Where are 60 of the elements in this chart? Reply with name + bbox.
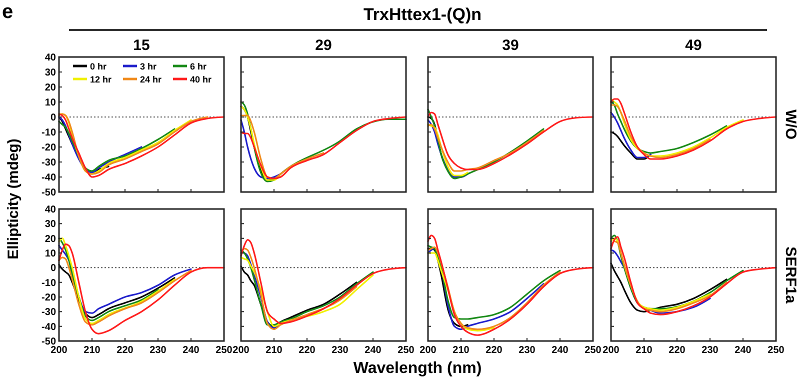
legend-label: 40 hr	[190, 74, 212, 84]
x-tick-label: 250	[216, 345, 233, 356]
y2-axis-title: W/O	[782, 110, 799, 140]
y-tick-label: 0	[50, 263, 56, 274]
x-tick-label: 200	[50, 345, 68, 356]
x-tick-label: 240	[552, 345, 569, 356]
x-tick-label: 200	[420, 345, 437, 356]
x-tick-label: 210	[266, 345, 283, 356]
x-tick-label: 230	[518, 345, 536, 356]
x-tick-label: 250	[398, 345, 415, 356]
x-tick-label: 220	[668, 345, 686, 356]
x-tick-label: 230	[702, 345, 719, 356]
chart-title: 15	[133, 37, 150, 54]
x-tick-label: 250	[584, 345, 602, 356]
text: Wavelength (nm)	[353, 360, 482, 377]
x-tick-label: 210	[452, 345, 470, 356]
text: e	[2, 1, 14, 23]
chart-title: 39	[502, 37, 519, 54]
y-tick-label: 20	[44, 234, 56, 245]
y-tick-label: -40	[42, 172, 56, 184]
x-tick-label: 230	[150, 345, 167, 356]
x-tick-label: 240	[364, 345, 382, 356]
legend-label: 0 hr	[90, 62, 108, 72]
text: Ellipticity (mdeg)	[5, 138, 22, 260]
y-tick-label: -30	[42, 307, 56, 318]
x-tick-label: 210	[636, 345, 653, 356]
y-tick-label: -20	[42, 142, 56, 154]
x-tick-label: 210	[84, 345, 101, 356]
text: TrxHttex1-(Q)n	[363, 5, 482, 24]
y-tick-label: 30	[44, 68, 56, 78]
x-tick-label: 240	[734, 345, 752, 356]
y-tick-label: -50	[42, 188, 56, 198]
x-tick-label: 200	[602, 345, 620, 356]
x-tick-label: 220	[298, 345, 316, 356]
x-tick-label: 200	[232, 345, 250, 356]
y-tick-label: -40	[42, 322, 56, 333]
legend-label: 3 hr	[140, 62, 158, 72]
chart-title: 29	[315, 37, 332, 54]
chart-title: 49	[685, 37, 702, 54]
y-tick-label: 30	[44, 219, 56, 230]
x-tick-label: 240	[182, 345, 200, 356]
legend-label: 24 hr	[140, 74, 162, 84]
y-tick-label: -10	[42, 278, 56, 289]
x-tick-label: 220	[486, 345, 503, 356]
y-tick-label: -30	[42, 158, 56, 168]
y-tick-label: 40	[44, 52, 56, 64]
legend-label: 6 hr	[190, 62, 208, 72]
y-tick-label: 0	[50, 112, 56, 124]
x-tick-label: 250	[768, 345, 785, 356]
y-tick-label: -20	[42, 292, 56, 304]
y-tick-label: -10	[42, 128, 56, 138]
y-tick-label: 20	[44, 82, 56, 94]
y-tick-label: 40	[44, 204, 56, 216]
y2-axis-title: SERF1a	[782, 246, 799, 304]
y-tick-label: 10	[44, 248, 56, 260]
y-tick-label: -50	[42, 336, 56, 348]
legend-label: 12 hr	[90, 74, 112, 84]
x-tick-label: 230	[332, 345, 349, 356]
y-tick-label: 10	[44, 98, 56, 108]
x-tick-label: 220	[116, 345, 134, 356]
